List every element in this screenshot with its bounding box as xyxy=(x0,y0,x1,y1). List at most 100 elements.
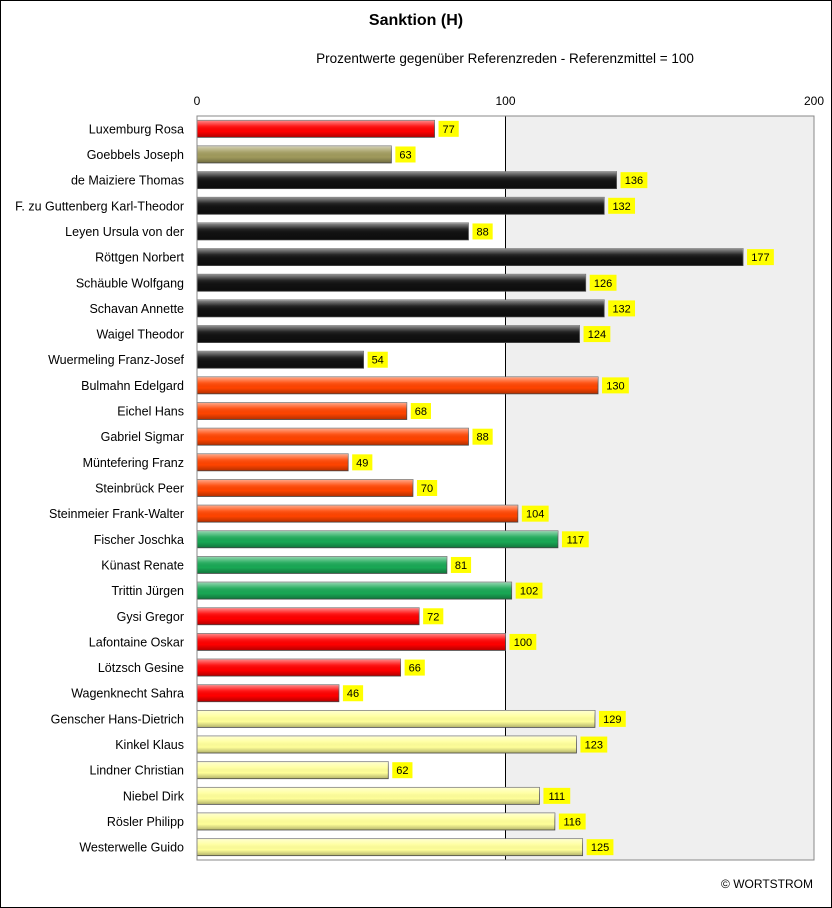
category-label: Künast Renate xyxy=(101,558,184,572)
value-label-box xyxy=(586,839,614,856)
value-label-box xyxy=(608,197,636,214)
value-label-box xyxy=(472,223,493,240)
bar xyxy=(196,838,584,857)
bar-sheen xyxy=(197,659,401,677)
bar-sheen xyxy=(197,607,420,625)
bar-sheen xyxy=(197,838,583,856)
value-label: 88 xyxy=(476,226,488,238)
value-label: 177 xyxy=(751,252,769,264)
bar-sheen xyxy=(197,710,595,728)
category-label: Wagenknecht Sahra xyxy=(71,687,184,701)
bar-sheen xyxy=(197,813,555,831)
bar xyxy=(196,248,744,267)
value-label: 62 xyxy=(396,765,408,777)
value-label: 117 xyxy=(567,534,585,546)
category-label: Schäuble Wolfgang xyxy=(76,276,184,290)
bar xyxy=(196,376,599,395)
bar-sheen xyxy=(197,248,744,266)
bar xyxy=(196,402,408,420)
value-label-box xyxy=(747,249,774,266)
category-label: Steinbrück Peer xyxy=(95,482,184,496)
value-label-box xyxy=(438,120,459,137)
category-label: Schavan Annette xyxy=(89,302,184,316)
bar xyxy=(196,171,617,190)
value-label-box xyxy=(558,813,586,830)
bar-sheen xyxy=(197,402,407,420)
bar xyxy=(196,581,513,600)
value-label: 63 xyxy=(399,149,411,161)
bar-sheen xyxy=(197,761,389,779)
value-label-box xyxy=(589,274,617,291)
bar-sheen xyxy=(197,325,580,343)
bar-sheen xyxy=(197,736,577,754)
x-tick-label: 200 xyxy=(804,94,824,108)
value-label-box xyxy=(515,582,543,599)
value-label-box xyxy=(580,736,608,753)
bar xyxy=(196,709,596,728)
bar xyxy=(196,273,587,292)
value-label: 132 xyxy=(612,303,630,315)
bar-sheen xyxy=(197,479,413,497)
bar xyxy=(196,530,559,549)
value-label-box xyxy=(583,326,611,343)
bar xyxy=(196,427,469,446)
category-label: Genscher Hans-Dietrich xyxy=(51,712,184,726)
value-label: 49 xyxy=(356,457,368,469)
bar-sheen xyxy=(197,684,339,702)
category-label: Leyen Ursula von der xyxy=(65,225,184,239)
bar xyxy=(196,607,420,626)
category-label: Bulmahn Edelgard xyxy=(81,379,184,393)
value-label-box xyxy=(543,787,571,804)
value-label-box xyxy=(423,608,444,625)
bar-sheen xyxy=(197,582,512,600)
bar-sheen xyxy=(197,222,469,240)
value-label: 111 xyxy=(548,791,565,803)
bar xyxy=(196,222,469,241)
category-label: Trittin Jürgen xyxy=(112,584,185,598)
plot-area-border xyxy=(196,115,815,861)
value-label-box xyxy=(602,377,629,394)
bar xyxy=(196,119,435,138)
chart-title: Sanktion (H) xyxy=(368,12,464,29)
value-label: 68 xyxy=(415,406,427,418)
bar xyxy=(196,325,580,343)
bar-sheen xyxy=(197,274,586,292)
value-label: 66 xyxy=(409,663,421,675)
bar-sheen xyxy=(197,787,540,805)
value-label-box xyxy=(342,685,364,702)
value-label: 125 xyxy=(591,842,609,854)
value-label-box xyxy=(352,454,373,471)
value-label: 102 xyxy=(520,586,538,598)
category-label: Lafontaine Oskar xyxy=(89,635,184,649)
value-label: 46 xyxy=(347,688,359,700)
bar xyxy=(196,479,414,497)
value-label-box xyxy=(404,659,425,676)
bar xyxy=(196,453,349,472)
x-tick-label: 0 xyxy=(194,94,201,108)
bar-sheen xyxy=(197,351,364,369)
value-label-box xyxy=(416,480,438,496)
value-label: 132 xyxy=(612,201,630,213)
copyright-credit: © WORTSTROM xyxy=(721,877,813,891)
value-label-box xyxy=(472,428,493,445)
category-label: Steinmeier Frank-Walter xyxy=(49,507,184,521)
value-label: 104 xyxy=(526,509,544,521)
bar xyxy=(196,556,448,574)
x-tick-label: 100 xyxy=(495,94,515,108)
bar xyxy=(196,812,556,831)
value-label-box xyxy=(620,172,648,189)
bar xyxy=(196,684,340,703)
value-label-box xyxy=(509,633,537,650)
value-label: 70 xyxy=(421,483,433,495)
category-label: Gabriel Sigmar xyxy=(101,430,184,444)
bar-sheen xyxy=(197,530,558,548)
bar xyxy=(196,145,392,164)
category-label: F. zu Guttenberg Karl-Theodor xyxy=(15,199,184,213)
value-label: 54 xyxy=(372,355,384,367)
value-label: 81 xyxy=(455,560,467,572)
category-label: Müntefering Franz xyxy=(83,456,184,470)
value-label-box xyxy=(608,300,636,317)
value-label-box xyxy=(561,531,589,548)
bar-sheen xyxy=(197,197,605,215)
